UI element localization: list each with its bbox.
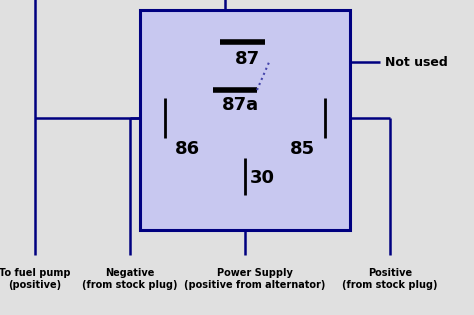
Text: Not used: Not used [385, 55, 448, 68]
Text: 30: 30 [250, 169, 275, 187]
Text: 86: 86 [175, 140, 200, 158]
Bar [140, 10, 350, 230]
Text: 87a: 87a [221, 96, 258, 114]
Text: 85: 85 [290, 140, 315, 158]
Text: To fuel pump
(positive): To fuel pump (positive) [0, 268, 71, 289]
Text: 87: 87 [235, 50, 260, 68]
Text: Negative
(from stock plug): Negative (from stock plug) [82, 268, 178, 289]
Text: Power Supply
(positive from alternator): Power Supply (positive from alternator) [184, 268, 326, 289]
Text: Positive
(from stock plug): Positive (from stock plug) [342, 268, 438, 289]
